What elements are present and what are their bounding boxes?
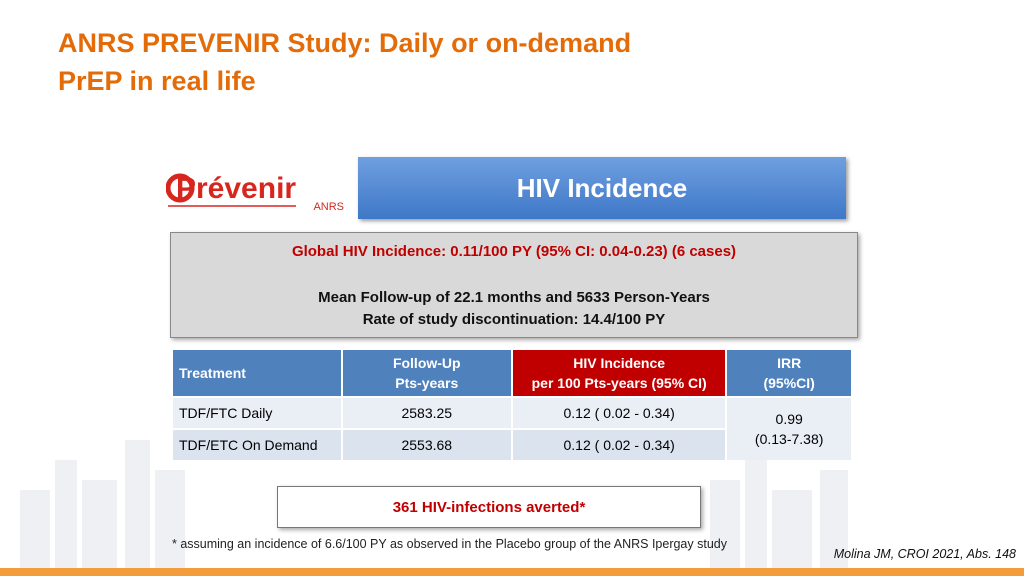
followup: Mean Follow-up of 22.1 months and 5633 P… (318, 289, 710, 306)
global-incidence: Global HIV Incidence: 0.11/100 PY (95% C… (291, 243, 737, 260)
discontinuation: Rate of study discontinuation: 14.4/100 … (362, 311, 666, 328)
header-text: per 100 Pts-years (95% CI) (531, 375, 707, 391)
cell: TDF/FTC Daily (173, 398, 341, 428)
title: ANRS PREVENIR Study: Daily or on-demand (58, 28, 632, 58)
title: PrEP in real life (58, 66, 256, 96)
row: TDF/FTC Daily 2583.25 0.12 ( 0.02 - 0.34… (173, 398, 851, 460)
cell: 2553.68 (342, 430, 511, 460)
logo-sub: ANRS (313, 201, 344, 212)
header-text: HIV Incidence (573, 355, 666, 371)
logo: Prévenir ANRS (166, 172, 344, 212)
header-cell: IRR (95%CI) (727, 350, 851, 396)
cell: 2583.25 (342, 398, 511, 428)
header-cell: HIV Incidence per 100 Pts-years (95% CI) (513, 350, 726, 396)
banner: HIV Incidence (358, 157, 846, 219)
header-row: Treatment Follow-Up Pts-years HIV Inciden… (173, 350, 851, 396)
incidence-table: Treatment Follow-Up Pts-years HIV Inciden… (171, 348, 853, 462)
header-text: Treatment (179, 365, 246, 381)
header-text: (95%CI) (763, 375, 815, 391)
irr-value: 0.99 (775, 411, 803, 427)
logo-name: Prévenir (176, 172, 296, 205)
header-text: Pts-years (395, 375, 459, 391)
header-text: IRR (777, 355, 802, 371)
footnote: * assuming an incidence of 6.6/100 PY as… (172, 537, 727, 551)
header-cell: Treatment (173, 350, 341, 396)
header-cell: Follow-Up Pts-years (342, 350, 511, 396)
citation: Molina JM, CROI 2021, Abs. 148 (833, 547, 1016, 561)
irr-cell: 0.99 (0.13-7.38) (727, 398, 851, 460)
row: TDF/ETC On Demand 2553.68 0.12 ( 0.02 - … (173, 430, 851, 460)
irr-ci: (0.13-7.38) (754, 431, 824, 447)
cell: 0.12 ( 0.02 - 0.34) (513, 430, 726, 460)
header-text: Follow-Up (392, 355, 461, 371)
skyline (20, 440, 848, 568)
summary-box: Global HIV Incidence: 0.11/100 PY (95% C… (170, 232, 858, 338)
bottom-bar (0, 568, 1024, 576)
cell: 0.12 ( 0.02 - 0.34) (513, 398, 726, 428)
callout: 361 HIV-infections averted* (277, 486, 701, 528)
cell: TDF/ETC On Demand (173, 430, 341, 460)
